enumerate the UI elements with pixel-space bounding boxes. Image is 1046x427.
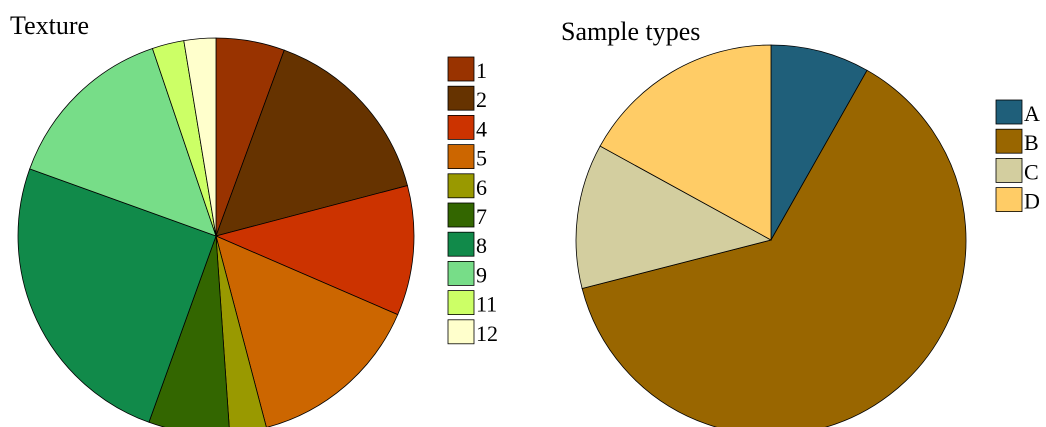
sample-types-legend-swatch-b xyxy=(995,128,1023,154)
texture-legend-item-6: 6 xyxy=(447,173,487,200)
texture-legend-swatch-7 xyxy=(447,202,475,228)
sample-types-legend-label-b: B xyxy=(1024,130,1039,155)
sample-types-pie-slices xyxy=(575,44,967,427)
texture-legend-label-9: 9 xyxy=(476,262,487,287)
sample-types-legend-label-a: A xyxy=(1024,101,1040,126)
texture-slice-4 xyxy=(214,185,415,316)
texture-slice-12 xyxy=(183,37,217,237)
texture-legend-swatch-8 xyxy=(447,231,475,257)
sample-types-legend-swatch-d xyxy=(995,187,1023,213)
texture-legend-swatch-9 xyxy=(447,260,475,286)
sample-types-legend-item-a: A xyxy=(995,99,1040,126)
texture-pie-slices xyxy=(17,37,415,427)
texture-slice-9 xyxy=(29,47,217,237)
texture-legend-item-9: 9 xyxy=(447,260,487,287)
texture-legend-label-8: 8 xyxy=(476,233,487,258)
sample-types-legend-item-c: C xyxy=(995,157,1039,184)
texture-chart-title: Texture xyxy=(10,11,89,40)
texture-legend-label-1: 1 xyxy=(476,58,487,83)
texture-legend-label-2: 2 xyxy=(476,87,487,112)
texture-legend-swatch-4 xyxy=(447,115,475,140)
texture-legend-item-12: 12 xyxy=(447,319,498,346)
texture-legend-item-7: 7 xyxy=(447,202,487,229)
sample-types-legend-item-b: B xyxy=(995,128,1039,155)
texture-legend-swatch-5 xyxy=(447,144,475,170)
texture-slice-5 xyxy=(215,235,399,427)
texture-slice-8 xyxy=(17,168,217,423)
texture-legend-swatch-6 xyxy=(447,173,475,199)
sample-types-slice-b xyxy=(581,69,967,427)
texture-legend-label-12: 12 xyxy=(476,321,498,346)
sample-types-slice-c xyxy=(575,145,773,289)
sample-types-slice-a xyxy=(770,44,868,242)
sample-types-legend-label-d: D xyxy=(1024,189,1040,214)
texture-legend-swatch-11 xyxy=(447,290,475,316)
texture-legend-item-8: 8 xyxy=(447,231,487,258)
texture-legend-swatch-12 xyxy=(447,319,475,345)
sample-types-legend-label-c: C xyxy=(1024,159,1039,184)
texture-slice-6 xyxy=(215,235,267,427)
sample-types-legend-swatch-a xyxy=(995,99,1023,125)
texture-legend-item-1: 1 xyxy=(447,56,487,83)
sample-types-legend-item-d: D xyxy=(995,187,1040,214)
texture-legend-label-5: 5 xyxy=(476,146,487,171)
texture-legend-label-11: 11 xyxy=(476,292,497,317)
texture-legend-swatch-1 xyxy=(447,56,475,82)
texture-legend-item-5: 5 xyxy=(447,144,487,171)
texture-legend-swatch-2 xyxy=(447,85,475,111)
sample-types-chart-title: Sample types xyxy=(561,17,700,46)
texture-legend-label-6: 6 xyxy=(476,175,487,200)
texture-legend-item-4: 4 xyxy=(447,115,487,141)
texture-legend-item-11: 11 xyxy=(447,290,497,317)
texture-slice-2 xyxy=(215,49,408,237)
sample-types-slice-d xyxy=(599,44,772,241)
sample-types-legend-swatch-c xyxy=(995,157,1023,183)
texture-legend-item-2: 2 xyxy=(447,85,487,112)
texture-legend-label-7: 7 xyxy=(476,204,487,229)
texture-legend-label-4: 4 xyxy=(476,116,487,141)
